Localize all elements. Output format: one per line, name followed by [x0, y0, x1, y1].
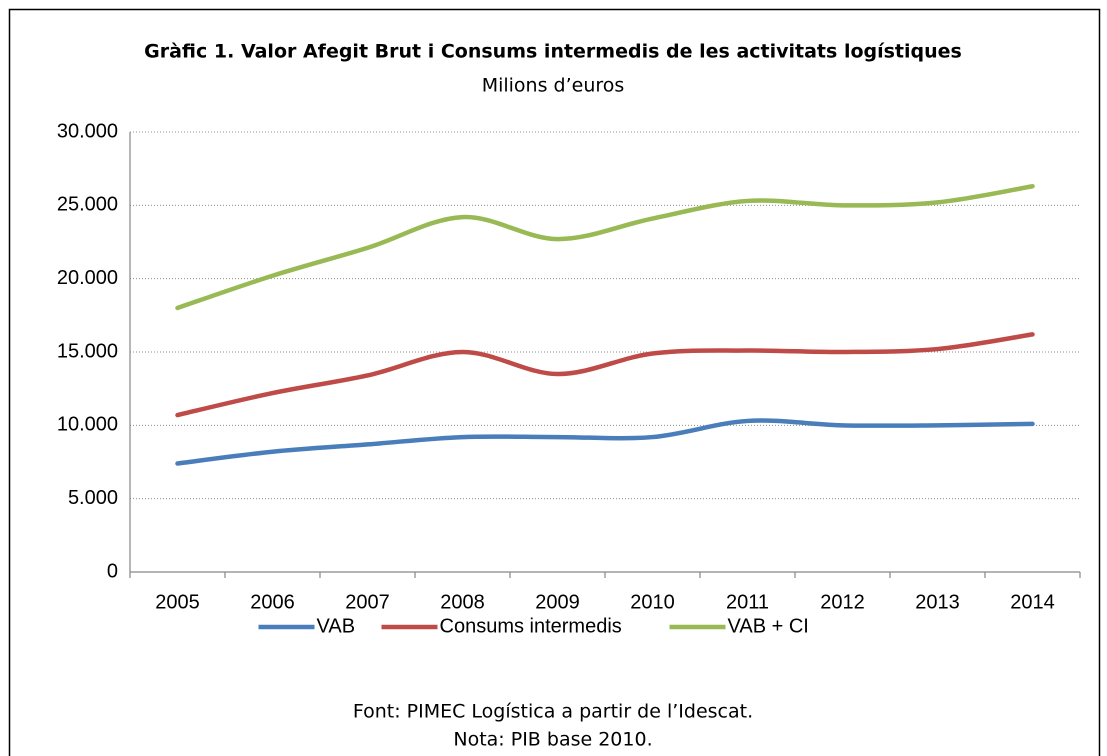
- legend-label: VAB + CI: [728, 615, 809, 637]
- y-tick-label: 25.000: [57, 194, 118, 216]
- y-tick-label: 20.000: [57, 267, 118, 289]
- x-tick-label: 2013: [915, 591, 960, 613]
- x-tick-label: 2006: [250, 591, 295, 613]
- chart-subtitle: Milions d’euros: [482, 75, 625, 97]
- x-tick-label: 2005: [155, 591, 200, 613]
- legend-label: VAB: [317, 615, 356, 637]
- series-line: [175, 184, 1035, 311]
- y-tick-label: 10.000: [57, 414, 118, 436]
- chart-title: Gràfic 1. Valor Afegit Brut i Consums in…: [144, 41, 962, 63]
- x-tick-label: 2008: [440, 591, 485, 613]
- x-tick-label: 2007: [345, 591, 390, 613]
- frame: [8, 8, 1101, 756]
- y-tick-label: 30.000: [57, 120, 118, 142]
- series-line: [175, 418, 1035, 466]
- x-tick-label: 2014: [1010, 591, 1055, 613]
- x-tick-label: 2009: [535, 591, 580, 613]
- note: Nota: PIB base 2010.: [453, 729, 652, 751]
- x-tick-label: 2011: [726, 591, 769, 613]
- series-line: [175, 332, 1035, 418]
- note: Font: PIMEC Logística a partir de l’Ides…: [353, 701, 753, 723]
- y-tick-label: 15.000: [57, 340, 118, 362]
- y-tick-label: 0: [107, 560, 118, 582]
- legend-label: Consums intermedis: [440, 615, 622, 637]
- y-tick-label: 5.000: [68, 487, 118, 509]
- x-tick-label: 2012: [820, 591, 865, 613]
- x-tick-label: 2010: [630, 591, 675, 613]
